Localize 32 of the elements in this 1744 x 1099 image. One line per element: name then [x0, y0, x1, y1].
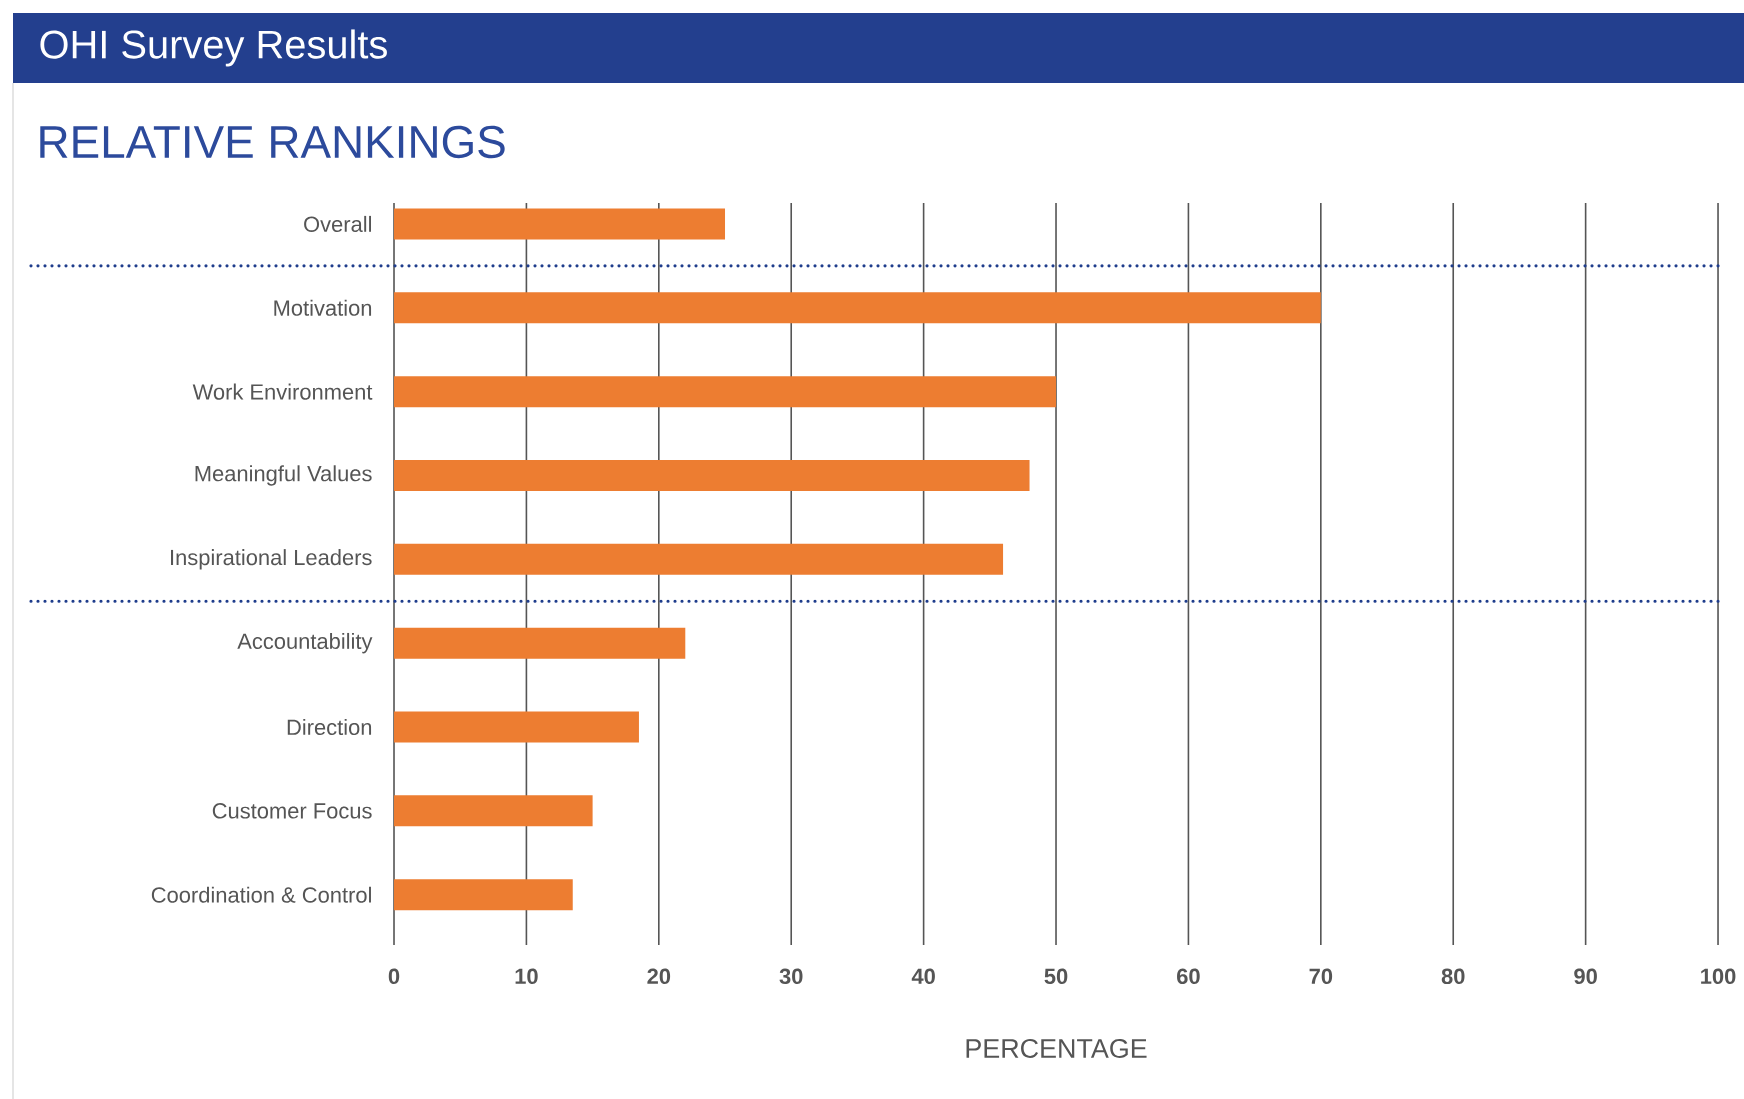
- x-tick-label: 80: [1441, 968, 1465, 985]
- chart-title: OHI Survey Results: [40, 29, 387, 67]
- bar: [394, 627, 686, 659]
- x-tick-label: 10: [515, 968, 538, 985]
- y-tick-label: Customer Focus: [212, 803, 372, 819]
- x-axis-title: PERCENTAGE: [966, 1038, 1147, 1058]
- x-tick-label: 60: [1177, 968, 1200, 985]
- x-tick-label: 20: [647, 968, 671, 985]
- y-tick-label: Coordination & Control: [151, 886, 371, 903]
- y-tick-label: Meaningful Values: [195, 465, 372, 486]
- chart-subtitle: RELATIVE RANKINGS: [40, 125, 505, 159]
- y-tick-label: Motivation: [274, 299, 372, 316]
- x-tick-label: 0: [388, 968, 400, 985]
- y-tick-label: Accountability: [237, 632, 373, 654]
- x-tick-label: 70: [1309, 968, 1333, 985]
- y-tick-label: Overall: [304, 215, 372, 232]
- bar: [394, 376, 1057, 408]
- bar: [394, 711, 639, 743]
- y-tick-label: Direction: [287, 718, 372, 736]
- x-tick-label: 100: [1701, 968, 1736, 985]
- x-tick-label: 30: [779, 968, 803, 985]
- x-tick-label: 90: [1574, 968, 1597, 985]
- bar: [394, 292, 1321, 324]
- bar: [394, 459, 1030, 491]
- bar: [394, 208, 726, 240]
- bar: [394, 879, 573, 911]
- x-tick-label: 40: [911, 968, 935, 985]
- y-tick-label: Work Environment: [192, 383, 373, 400]
- bar: [394, 543, 1004, 575]
- bar: [394, 795, 593, 827]
- x-tick-label: 50: [1044, 968, 1068, 985]
- y-tick-label: Inspirational Leaders: [171, 549, 372, 570]
